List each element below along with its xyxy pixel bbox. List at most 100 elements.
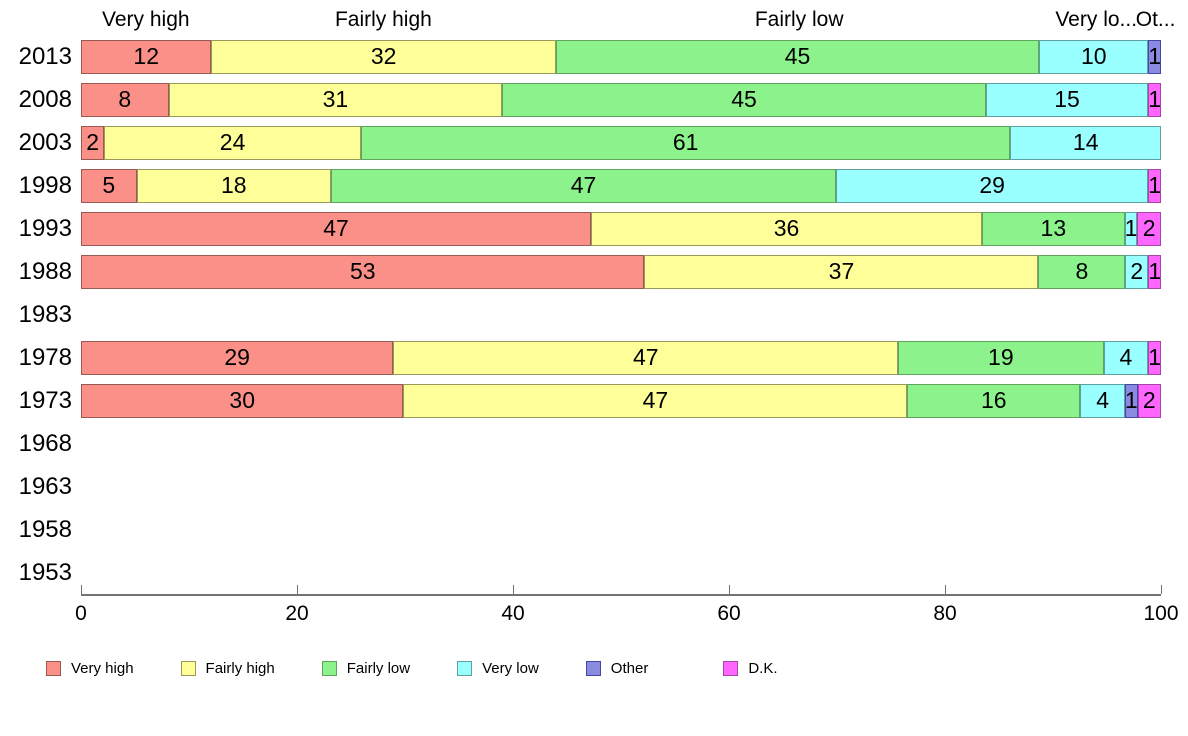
bar-track: 53 37 8 2 1 <box>81 254 1161 289</box>
bar-track: 29 47 19 4 1 <box>81 340 1161 375</box>
bar-segment-fairly-high[interactable]: 47 <box>403 383 908 418</box>
legend-label: Fairly low <box>346 660 411 677</box>
bar-segment-d-k[interactable]: 1 <box>1148 254 1161 289</box>
bar-segment-fairly-low[interactable]: 13 <box>982 211 1125 246</box>
segment-value: 32 <box>370 43 397 69</box>
year-label: 2013 <box>18 42 72 70</box>
segment-value: 45 <box>731 86 757 112</box>
segment-value: 36 <box>773 215 800 241</box>
legend-item-fairly-high[interactable]: Fairly high <box>180 660 275 677</box>
axis-tick-label: 20 <box>285 602 309 625</box>
segment-value: 2 <box>86 129 100 155</box>
year-label: 1973 <box>18 386 72 414</box>
segment-value: 4 <box>1096 387 1109 413</box>
segment-value: 1 <box>1124 215 1138 241</box>
legend-swatch-very-high <box>46 661 61 676</box>
segment-value: 4 <box>1119 344 1133 370</box>
column-captions: Very high Fairly high Fairly low Very lo...… <box>81 6 1175 35</box>
axis-tick <box>945 585 946 594</box>
bar-segment-other[interactable]: 1 <box>1148 39 1161 74</box>
year-label: 1998 <box>18 171 72 199</box>
bar-segment-very-high[interactable]: 29 <box>81 340 394 375</box>
bar-segment-very-high[interactable]: 2 <box>81 125 105 160</box>
chart-row-1983: 1983 <box>0 293 1188 336</box>
bar-segment-fairly-low[interactable]: 45 <box>502 82 986 117</box>
segment-value: 47 <box>632 344 659 370</box>
bar-segment-very-high[interactable]: 53 <box>81 254 645 289</box>
axis-tick-label: 40 <box>501 602 525 625</box>
x-axis: 0 20 40 60 80 100 <box>75 585 1179 636</box>
bar-segment-very-low[interactable]: 4 <box>1080 383 1125 418</box>
bar-segment-fairly-low[interactable]: 8 <box>1038 254 1126 289</box>
segment-value: 29 <box>979 172 1005 198</box>
segment-value: 12 <box>133 43 159 69</box>
year-label: 1993 <box>18 214 72 242</box>
bar-segment-fairly-low[interactable]: 16 <box>907 383 1081 418</box>
segment-value: 15 <box>1054 86 1080 112</box>
chart-row-1998: 1998 5 18 47 29 1 <box>0 164 1188 207</box>
stacked-bar: 47 36 13 1 2 <box>81 211 1161 246</box>
bar-segment-fairly-low[interactable]: 47 <box>331 168 836 203</box>
bar-segment-very-low[interactable]: 15 <box>985 82 1149 117</box>
bar-segment-very-low[interactable]: 2 <box>1125 254 1149 289</box>
column-caption-very-high: Very high <box>102 8 190 31</box>
axis-tick-label: 0 <box>75 602 87 625</box>
bar-segment-d-k[interactable]: 1 <box>1148 340 1161 375</box>
chart-row-2003: 2003 2 24 61 14 <box>0 121 1188 164</box>
segment-value: 45 <box>784 43 811 69</box>
bar-segment-fairly-low[interactable]: 19 <box>898 340 1104 375</box>
legend-item-very-high[interactable]: Very high <box>46 660 134 677</box>
legend-item-d-k[interactable]: D.K. <box>723 660 778 677</box>
bar-segment-other[interactable]: 1 <box>1125 383 1138 418</box>
year-label: 1978 <box>18 343 72 371</box>
segment-value: 14 <box>1072 129 1099 155</box>
legend-swatch-fairly-high <box>180 661 196 676</box>
bar-segment-very-low[interactable]: 10 <box>1039 39 1149 74</box>
bar-segment-d-k[interactable]: 2 <box>1137 383 1161 418</box>
bar-segment-very-low[interactable]: 1 <box>1124 211 1138 246</box>
legend-label: Fairly high <box>205 660 275 677</box>
bar-segment-d-k[interactable]: 2 <box>1137 211 1161 246</box>
bar-segment-d-k[interactable]: 1 <box>1148 82 1161 117</box>
segment-value: 8 <box>118 86 132 112</box>
bar-segment-very-high[interactable]: 47 <box>81 211 591 246</box>
chart-rows: 2013 12 32 45 10 1 2008 8 31 45 15 1 2003 2 24 61 14 1998… <box>0 35 1188 594</box>
bar-track: 30 47 16 4 1 2 <box>81 383 1161 418</box>
segment-value: 5 <box>102 172 116 198</box>
segment-value: 16 <box>981 387 1007 413</box>
segment-value: 29 <box>224 344 250 370</box>
segment-value: 2 <box>1142 215 1156 241</box>
bar-segment-fairly-low[interactable]: 45 <box>555 39 1040 74</box>
segment-value: 53 <box>349 258 376 284</box>
chart-row-1958: 1958 <box>0 508 1188 551</box>
legend-item-very-low[interactable]: Very low <box>457 660 539 677</box>
bar-segment-very-high[interactable]: 30 <box>81 383 404 418</box>
bar-segment-fairly-high[interactable]: 37 <box>644 254 1039 289</box>
bar-segment-fairly-high[interactable]: 32 <box>211 39 556 74</box>
bar-segment-fairly-high[interactable]: 47 <box>393 340 899 375</box>
bar-segment-very-high[interactable]: 8 <box>81 82 169 117</box>
bar-segment-fairly-high[interactable]: 36 <box>590 211 983 246</box>
legend-swatch-other <box>585 661 601 676</box>
year-label: 1963 <box>18 472 72 500</box>
bar-segment-d-k[interactable]: 1 <box>1148 168 1161 203</box>
bar-segment-very-high[interactable]: 12 <box>81 39 212 74</box>
bar-segment-fairly-high[interactable]: 31 <box>168 82 503 117</box>
bar-segment-very-low[interactable]: 4 <box>1103 340 1149 375</box>
legend-item-fairly-low[interactable]: Fairly low <box>321 660 411 677</box>
segment-value: 2 <box>1130 258 1144 284</box>
legend-swatch-fairly-low <box>321 661 337 676</box>
bar-segment-fairly-high[interactable]: 24 <box>104 125 361 160</box>
bar-segment-very-low[interactable]: 29 <box>836 168 1149 203</box>
year-label: 1953 <box>18 558 72 586</box>
legend-item-other[interactable]: Other <box>585 660 648 677</box>
bar-segment-very-high[interactable]: 5 <box>81 168 137 203</box>
bar-segment-fairly-low[interactable]: 61 <box>360 125 1011 160</box>
column-caption-fairly-low: Fairly low <box>754 8 844 31</box>
stacked-bar: 2 24 61 14 <box>81 125 1162 160</box>
bar-segment-very-low[interactable]: 14 <box>1010 125 1162 160</box>
bar-segment-fairly-high[interactable]: 18 <box>136 168 332 203</box>
legend-swatch-d-k <box>723 661 739 676</box>
segment-value: 47 <box>642 387 669 413</box>
axis-tick <box>513 585 514 594</box>
